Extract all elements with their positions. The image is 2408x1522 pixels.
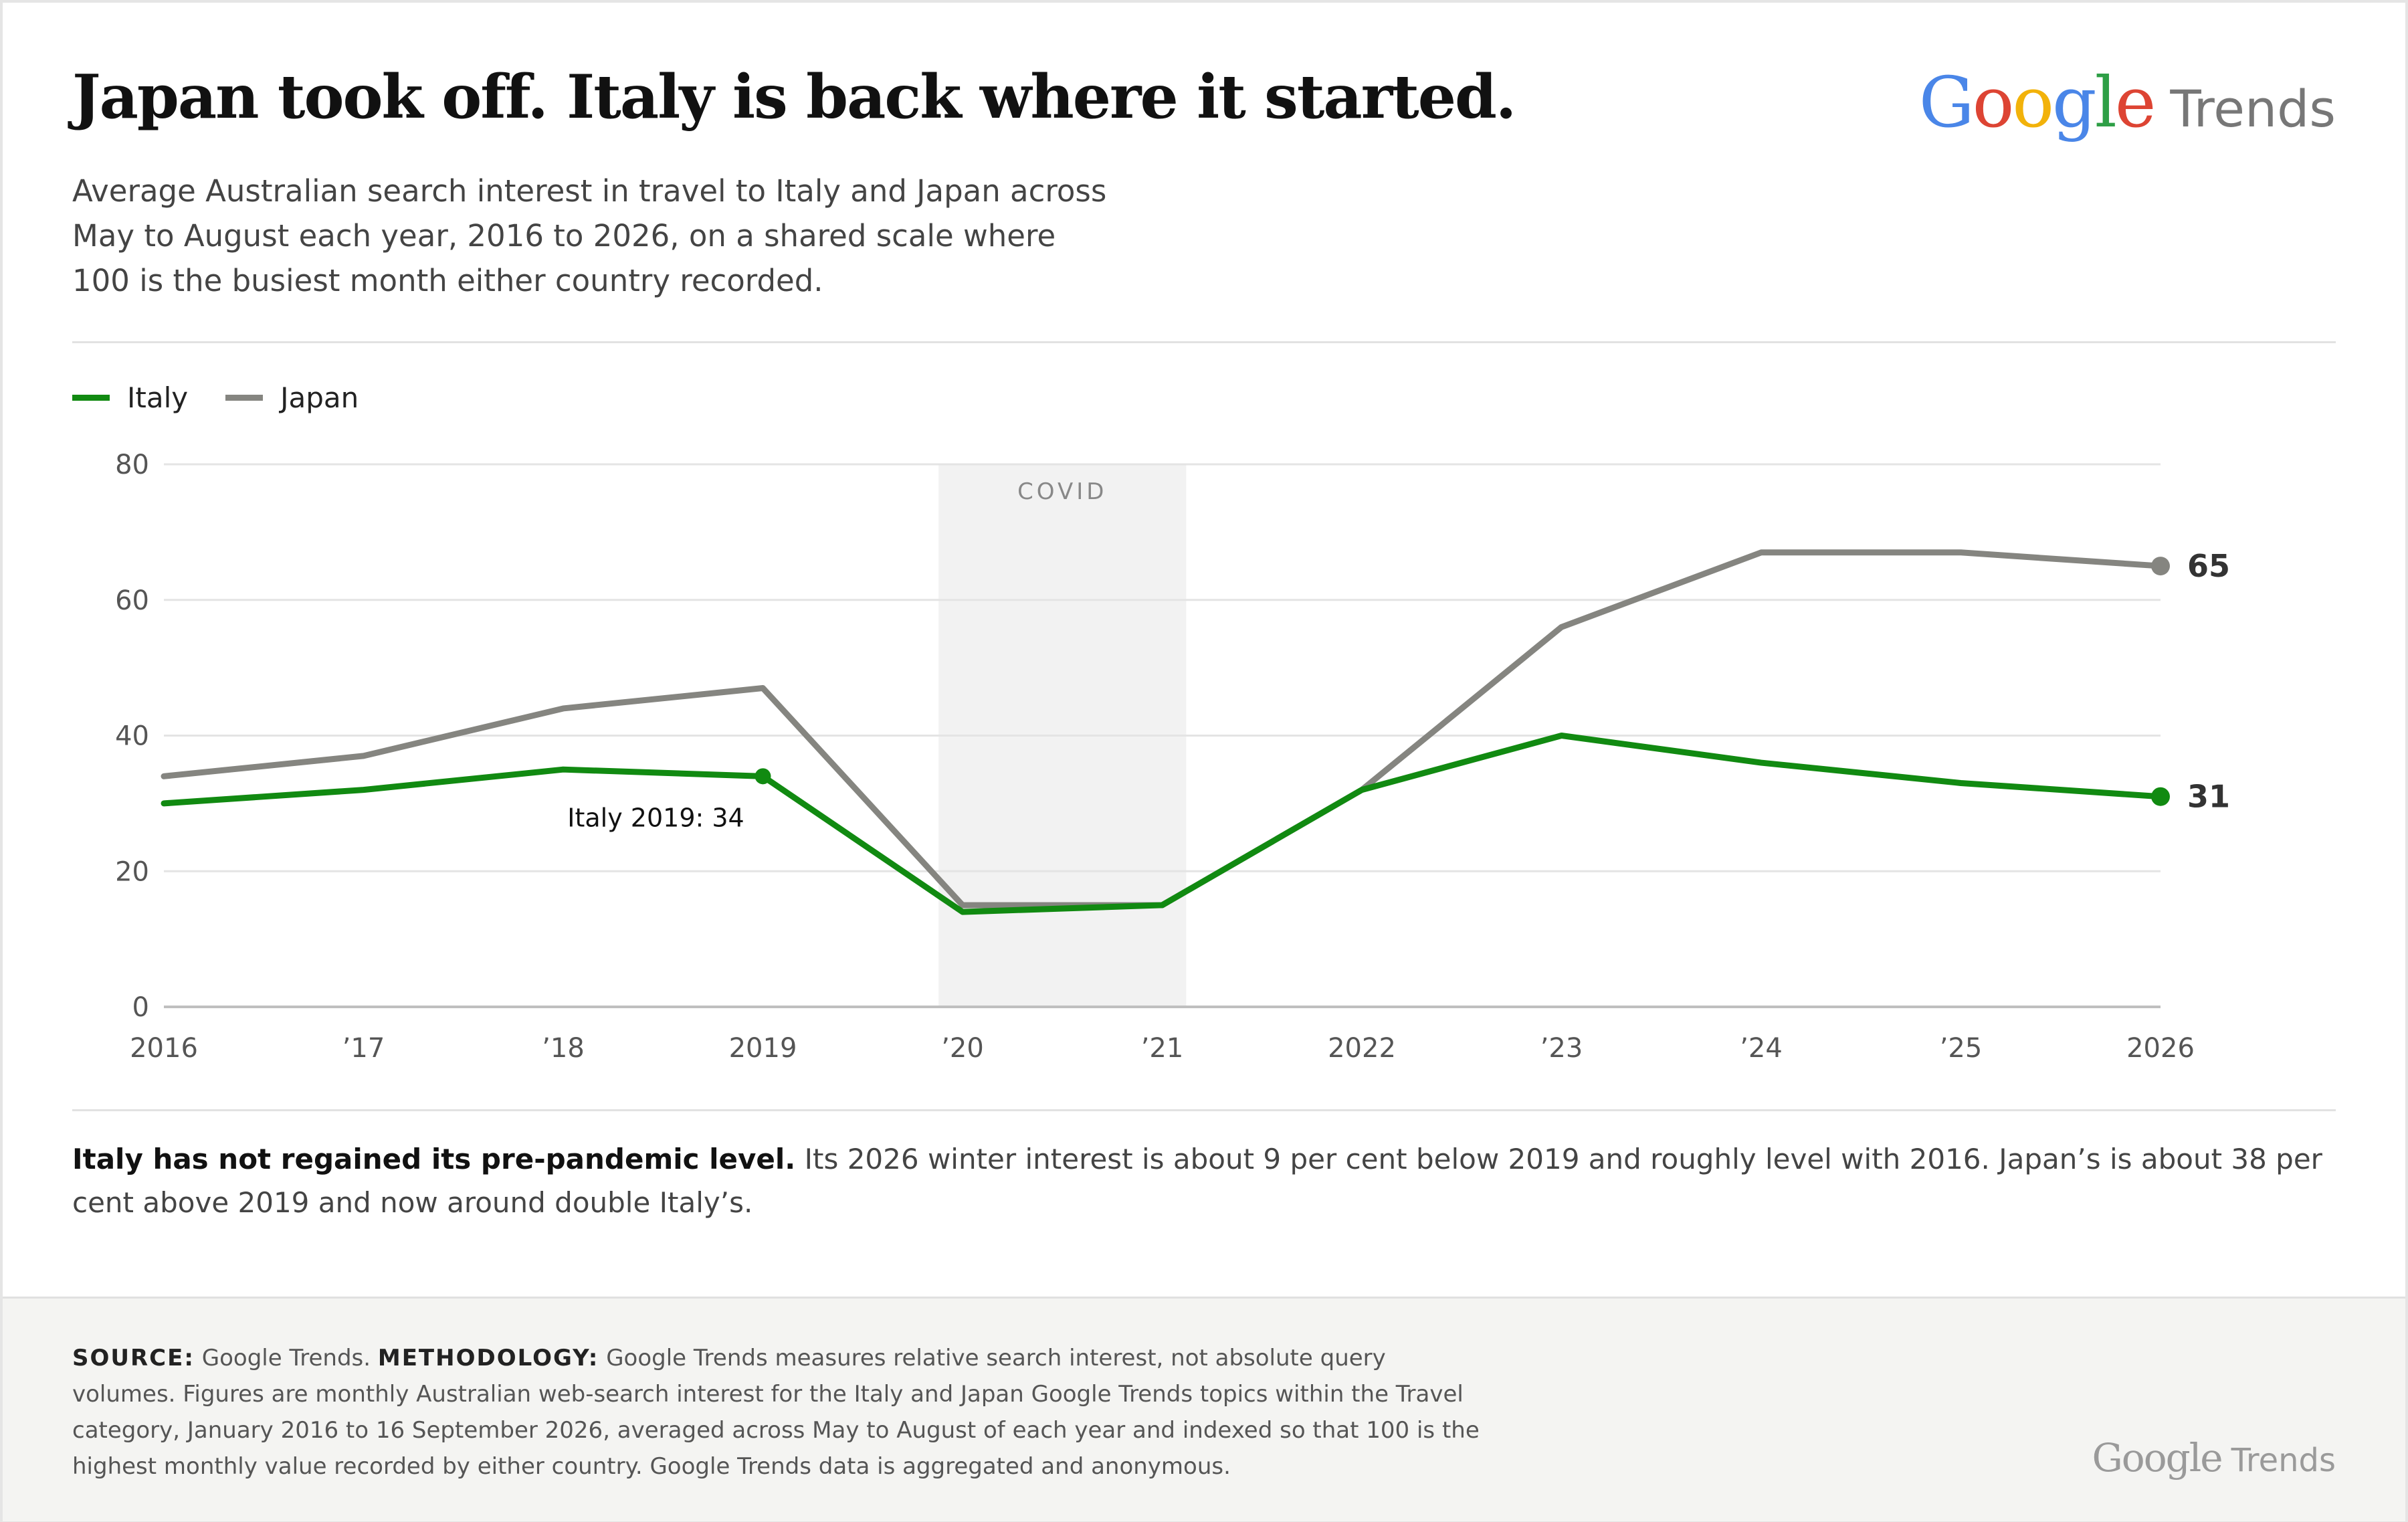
logo-letter: o [2012,62,2054,143]
logo-letter: G [1918,62,1975,143]
top-divider [72,341,2336,343]
google-wordmark: Google [1918,62,2156,143]
chart-subtitle: Average Australian search interest in tr… [72,173,1107,298]
x-tick-label: ’17 [342,1033,385,1064]
logo-letter: l [2094,62,2117,143]
end-label-japan: 65 [2187,548,2230,584]
end-label-italy: 31 [2187,779,2230,815]
covid-label: COVID [1017,478,1107,505]
trends-wordmark: Trends [2170,79,2336,138]
x-tick-label: 2022 [1328,1033,1396,1064]
x-tick-label: ’21 [1141,1033,1184,1064]
takeaway-text: Italy has not regained its pre-pandemic … [72,1137,2346,1224]
x-tick-label: 2016 [130,1033,198,1064]
end-marker-japan [2151,557,2170,576]
takeaway-bold: Italy has not regained its pre-pandemic … [72,1143,796,1175]
x-tick-label: ’18 [542,1033,585,1064]
logo-letter: g [2052,62,2097,143]
x-tick-label: ’20 [941,1033,984,1064]
legend-label-japan: Japan [280,381,359,414]
legend-swatch-japan [225,395,264,401]
x-tick-label: 2026 [2126,1033,2195,1064]
y-tick-label: 80 [115,450,149,480]
annotation-marker [755,768,771,785]
x-tick-label: ’25 [1940,1033,1983,1064]
logo-letter: o [1972,62,2015,143]
bottom-divider [72,1109,2336,1111]
chart-legend: Italy Japan [72,381,396,414]
y-tick-label: 20 [115,856,149,887]
footer-google-wordmark: Google [2092,1435,2223,1481]
legend-label-italy: Italy [127,381,189,414]
takeaway-body: Its 2026 winter interest is about 9 per … [72,1143,2322,1219]
legend-item-italy: Italy [72,381,188,414]
x-tick-label: ’24 [1740,1033,1783,1064]
footer-trends-wordmark: Trends [2231,1442,2336,1479]
logo-letters: Google [1918,62,2156,143]
footer: SOURCE: Google Trends. METHODOLOGY: Goog… [3,1297,2405,1521]
footer-notes: SOURCE: Google Trends. METHODOLOGY: Goog… [72,1340,1484,1485]
logo-letter: e [2114,62,2156,143]
y-tick-label: 0 [132,992,149,1023]
methodology-text: Google Trends measures relative search i… [72,1345,1480,1480]
google-trends-logo: Google Trends [1919,62,2336,143]
chart-title: Japan took off. Italy is back where it s… [72,62,1516,132]
source-text: Google Trends. [194,1345,378,1371]
footer-google-trends-logo: Google Trends [2092,1435,2336,1481]
y-tick-label: 60 [115,585,149,616]
x-tick-label: 2019 [729,1033,797,1064]
annotation-label: Italy 2019: 34 [567,803,744,832]
end-marker-italy [2151,787,2170,806]
methodology-label: METHODOLOGY: [377,1345,599,1371]
series-line-italy [161,733,2164,915]
source-label: SOURCE: [72,1345,195,1371]
line-chart: COVID 0 20 40 60 80 2016 ’17 ’18 2019 ’20 ’21 2022 ’2… [115,450,2230,1064]
legend-item-japan: Japan [225,381,359,414]
legend-swatch-italy [72,395,110,401]
x-tick-label: ’23 [1540,1033,1583,1064]
y-tick-label: 40 [115,721,149,752]
